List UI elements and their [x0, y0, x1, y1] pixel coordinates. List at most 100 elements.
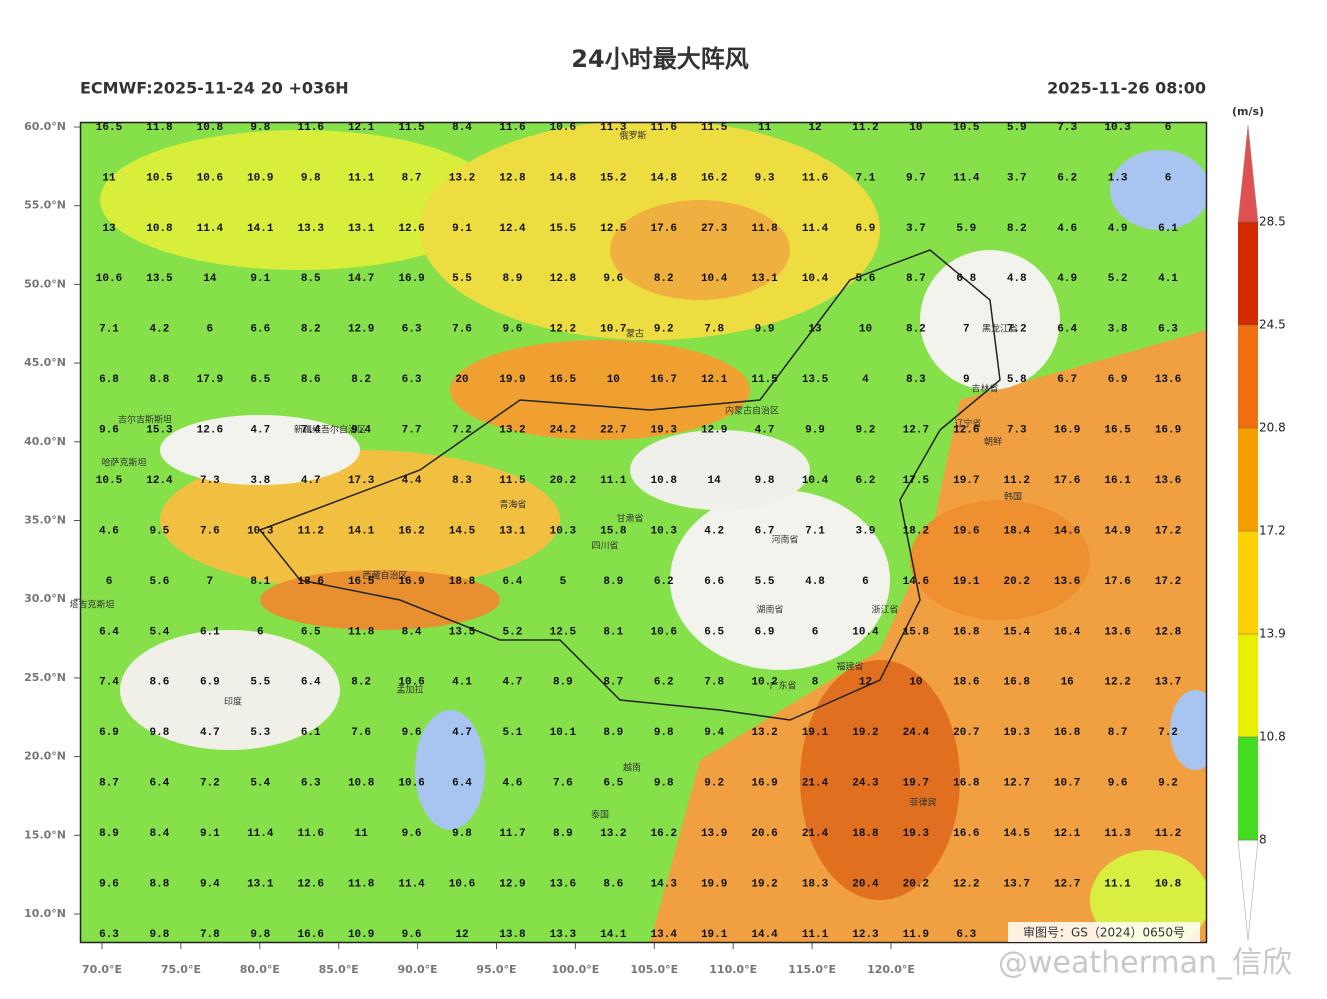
- gust-value: 12.1: [348, 122, 375, 134]
- gust-value: 6.1: [200, 626, 220, 638]
- gust-value: 6.2: [1057, 172, 1077, 184]
- gust-value: 13.1: [751, 273, 778, 285]
- gust-value: 10.4: [802, 273, 829, 285]
- gust-value: 10.3: [1104, 122, 1131, 134]
- gust-value: 20.7: [953, 727, 979, 739]
- gust-value: 4.8: [1007, 273, 1027, 285]
- gust-value: 6.6: [250, 324, 270, 336]
- gust-value: 14.9: [1104, 525, 1130, 537]
- place-name: 韩国: [1004, 491, 1022, 503]
- gust-value: 17.3: [348, 475, 375, 487]
- gust-value: 14: [708, 475, 722, 487]
- gust-value: 13.9: [701, 828, 727, 840]
- gust-value: 12.6: [398, 223, 424, 235]
- gust-value: 8.8: [150, 374, 170, 386]
- gust-value: 10: [909, 677, 922, 689]
- gust-value: 4.7: [452, 727, 472, 739]
- gust-value: 9.8: [654, 727, 674, 739]
- gust-value: 19.2: [751, 879, 777, 891]
- valid-time: 2025-11-26 08:00: [1047, 79, 1206, 98]
- gust-value: 19.1: [802, 727, 829, 739]
- gust-value: 7.6: [351, 727, 371, 739]
- gust-value: 8.4: [452, 122, 472, 134]
- gust-value: 16.8: [1004, 677, 1031, 689]
- gust-value: 9.1: [452, 223, 472, 235]
- place-name: 辽宁省: [954, 418, 981, 430]
- gust-value: 9.8: [654, 778, 674, 790]
- gust-value: 6.3: [956, 929, 976, 941]
- gust-value: 9.2: [856, 425, 876, 437]
- gust-value: 16.9: [1155, 425, 1181, 437]
- gust-value: 12.2: [1104, 677, 1130, 689]
- gust-value: 9.4: [200, 879, 220, 891]
- place-name: 吉林省: [971, 383, 998, 395]
- gust-value: 9.6: [99, 425, 119, 437]
- map-frame: [79, 121, 1208, 944]
- gust-value: 7.2: [1007, 324, 1027, 336]
- gust-value: 8.4: [402, 626, 422, 638]
- gust-value: 8: [812, 677, 819, 689]
- lon-label: 75.0°E: [161, 963, 201, 976]
- gust-value: 6.3: [1158, 324, 1178, 336]
- gust-value: 12.7: [1054, 879, 1080, 891]
- gust-value: 6.4: [503, 576, 523, 588]
- gust-value: 19.1: [701, 929, 728, 941]
- gust-value: 9.6: [503, 324, 523, 336]
- gust-value: 3.7: [906, 223, 926, 235]
- gust-value: 19.7: [953, 475, 979, 487]
- gust-value: 8.9: [99, 828, 119, 840]
- gust-value: 4.9: [1108, 223, 1128, 235]
- gust-value: 17.6: [651, 223, 677, 235]
- gust-value: 12.6: [298, 879, 324, 891]
- lat-label: 15.0°N: [24, 828, 66, 841]
- lat-label: 50.0°N: [24, 277, 66, 290]
- gust-value: 8.2: [351, 677, 371, 689]
- gust-value: 19.7: [903, 778, 929, 790]
- colorbar-unit: (m/s): [1232, 105, 1264, 118]
- gust-value: 12.1: [1054, 828, 1081, 840]
- gust-value: 20.6: [751, 828, 777, 840]
- colorbar-segment: [1238, 222, 1258, 325]
- gust-value: 6.1: [301, 727, 321, 739]
- gust-value: 17.2: [1155, 525, 1181, 537]
- gust-value: 7.7: [402, 425, 422, 437]
- gust-value: 9.4: [351, 425, 371, 437]
- gust-value: 11: [102, 172, 116, 184]
- map-background: [81, 123, 1206, 942]
- gust-value: 20.2: [903, 879, 929, 891]
- gust-value: 8.2: [1007, 223, 1027, 235]
- lon-label: 120.0°E: [867, 963, 915, 976]
- approval-number: 审图号：GS（2024）0650号: [1023, 925, 1185, 940]
- gust-value: 11.1: [348, 172, 375, 184]
- gust-value: 11.6: [499, 122, 525, 134]
- gust-value: 14.1: [600, 929, 627, 941]
- place-name: 吉尔吉斯斯坦: [118, 414, 172, 426]
- gust-value: 7.6: [200, 525, 220, 537]
- lon-label: 85.0°E: [319, 963, 359, 976]
- place-name: 塔吉克斯坦: [69, 599, 114, 611]
- gust-value: 9.7: [906, 172, 926, 184]
- gust-value: 12.1: [701, 374, 728, 386]
- gust-value: 10.9: [348, 929, 374, 941]
- colorbar-segment: [1238, 325, 1258, 428]
- gust-value: 17.2: [1155, 576, 1181, 588]
- gust-value: 4.7: [250, 425, 270, 437]
- gust-value: 9.6: [99, 879, 119, 891]
- gust-value: 6: [862, 576, 869, 588]
- gust-value: 11.9: [903, 929, 929, 941]
- gust-value: 4.2: [704, 525, 724, 537]
- gust-value: 19.9: [499, 374, 525, 386]
- colorbar-segment: [1238, 737, 1258, 840]
- gust-value: 16.4: [1054, 626, 1081, 638]
- gust-value: 9: [963, 374, 970, 386]
- gust-value: 11.4: [953, 172, 980, 184]
- gust-value: 12.4: [499, 223, 526, 235]
- gust-value: 9.8: [150, 727, 170, 739]
- gust-value: 9.2: [1158, 778, 1178, 790]
- gust-value: 6.9: [755, 626, 775, 638]
- lat-label: 35.0°N: [24, 514, 66, 527]
- gust-value: 16.2: [701, 172, 727, 184]
- place-name: 广东省: [769, 680, 796, 692]
- gust-value: 12.2: [953, 879, 979, 891]
